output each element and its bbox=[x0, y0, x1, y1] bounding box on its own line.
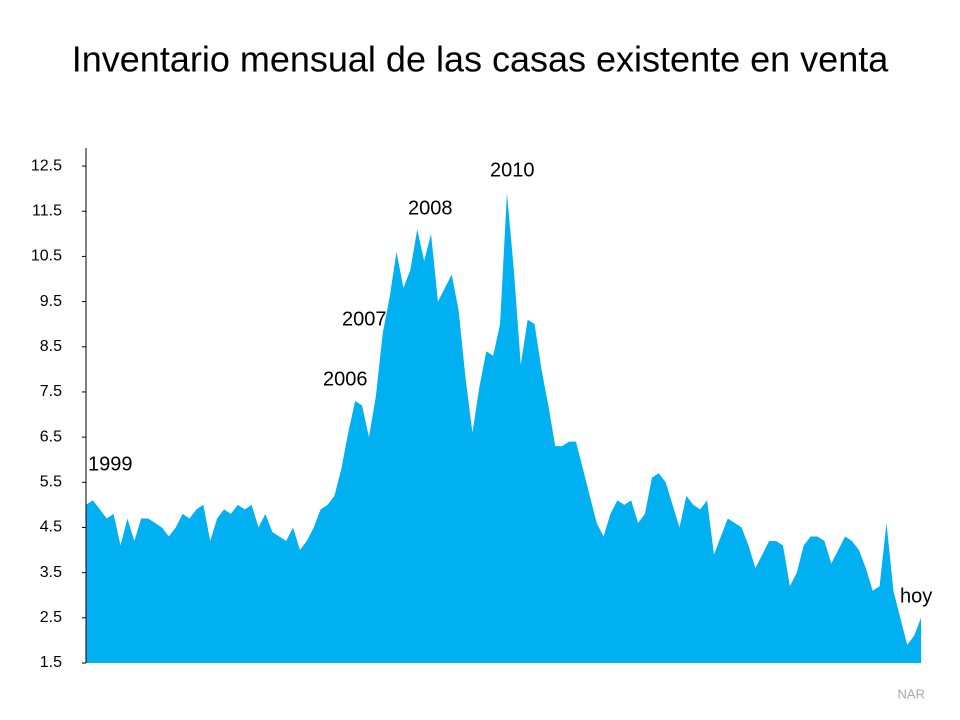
y-tick-label: 10.5 bbox=[31, 248, 62, 265]
y-tick-label: 7.5 bbox=[40, 383, 62, 400]
annotation: 2006 bbox=[323, 368, 368, 390]
y-tick-label: 4.5 bbox=[40, 519, 62, 536]
annotation: 2008 bbox=[408, 197, 453, 219]
y-tick-label: 2.5 bbox=[40, 609, 62, 626]
annotation: hoy bbox=[900, 585, 932, 607]
y-tick-label: 8.5 bbox=[40, 338, 62, 355]
y-tick-label: 5.5 bbox=[40, 474, 62, 491]
y-tick-label: 6.5 bbox=[40, 428, 62, 445]
area bbox=[86, 193, 921, 663]
source: NAR bbox=[898, 686, 925, 701]
chart-title: Inventario mensual de las casas existent… bbox=[72, 39, 889, 80]
y-tick-label: 3.5 bbox=[40, 564, 62, 581]
y-tick-label: 1.5 bbox=[40, 654, 62, 671]
annotation: 1999 bbox=[88, 453, 133, 475]
y-tick-label: 12.5 bbox=[31, 157, 62, 174]
annotation: 2007 bbox=[342, 308, 387, 330]
annotation: 2010 bbox=[490, 159, 535, 181]
y-tick-label: 9.5 bbox=[40, 293, 62, 310]
y-tick-label: 11.5 bbox=[32, 202, 62, 219]
